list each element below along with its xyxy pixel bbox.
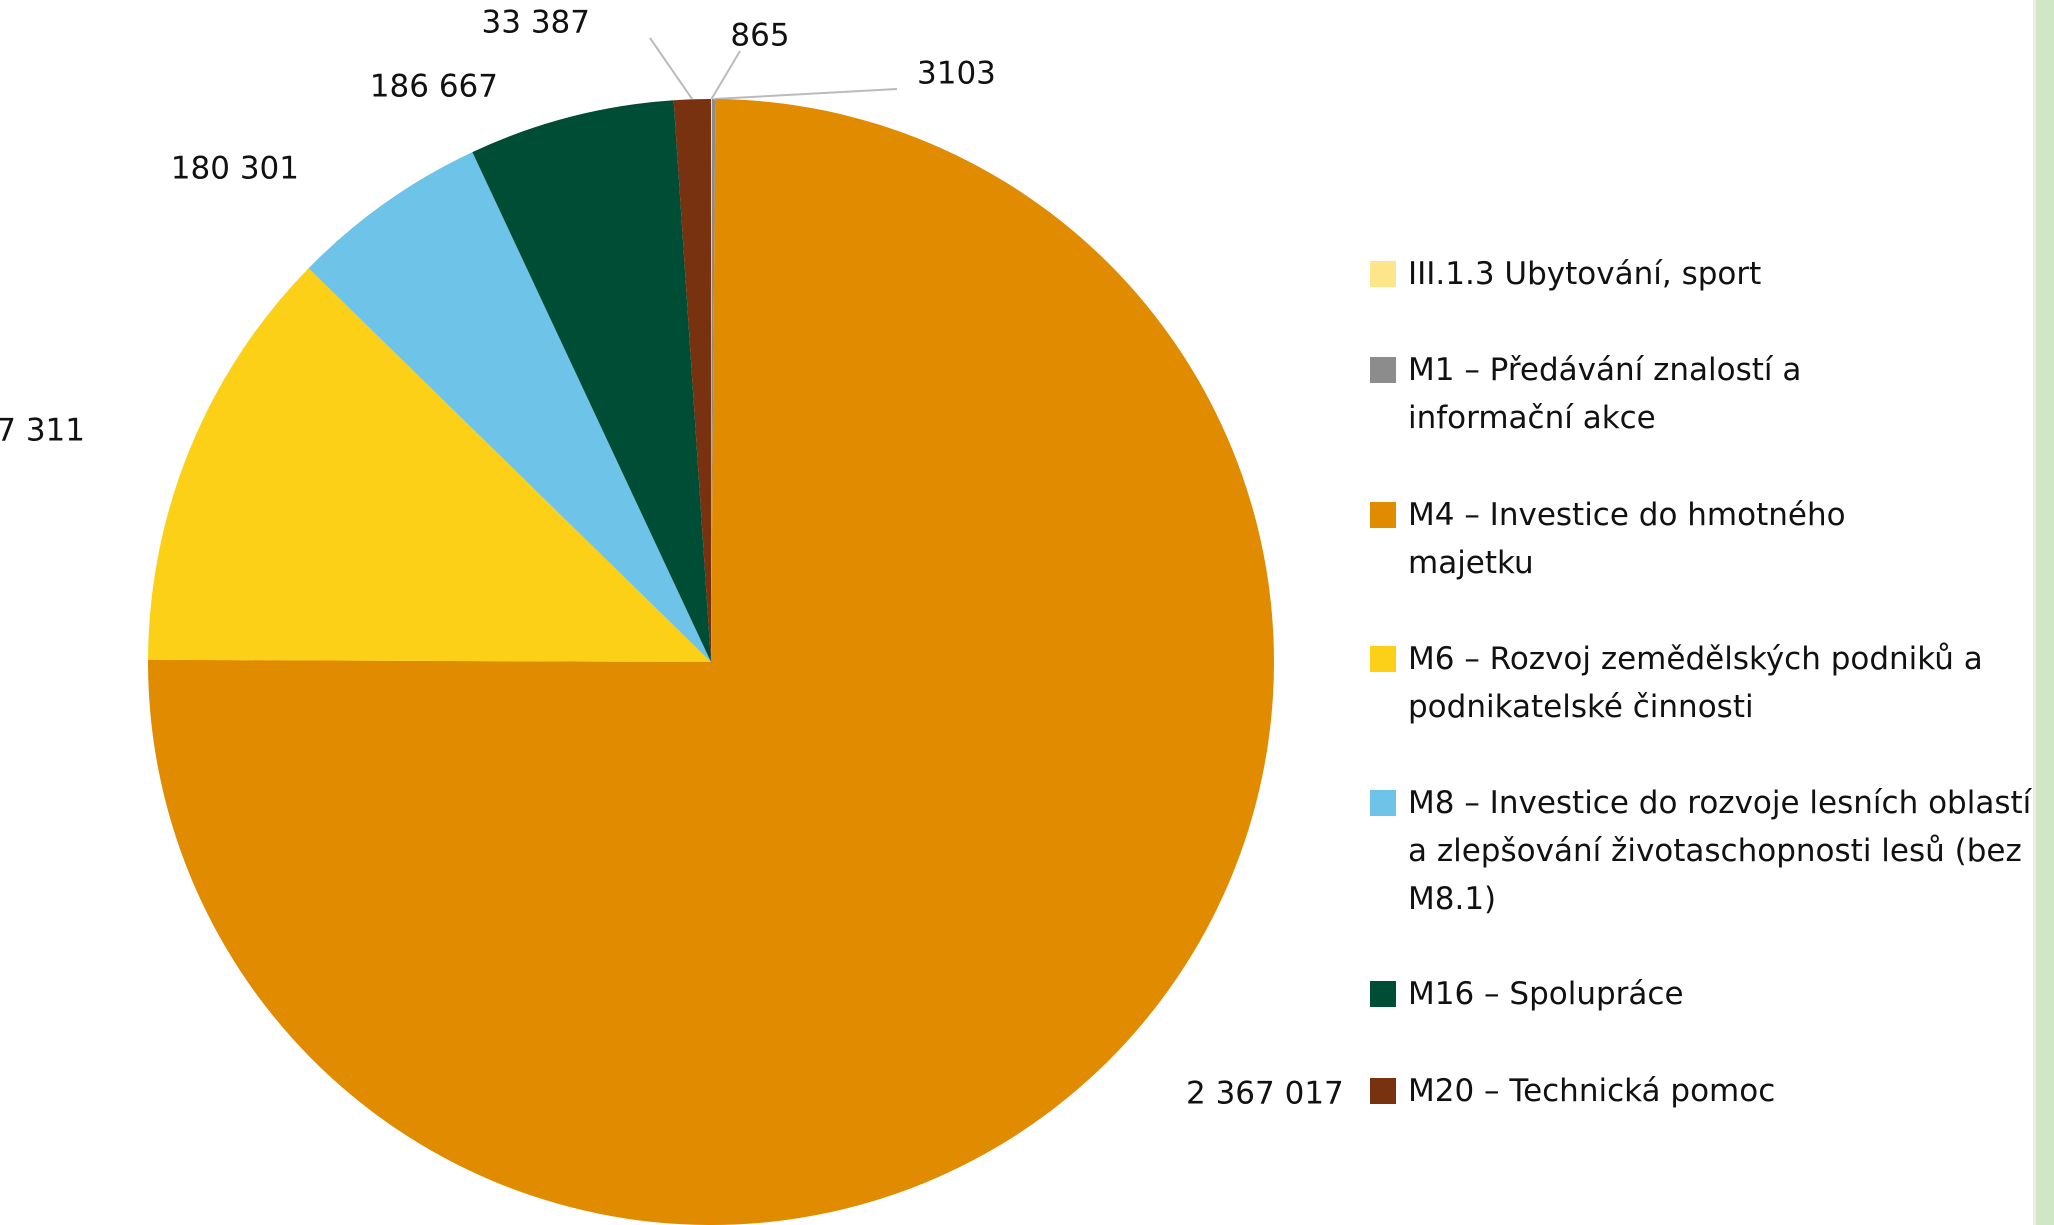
leader-line	[713, 88, 898, 101]
legend-swatch	[1370, 261, 1396, 287]
legend-item: III.1.3 Ubytování, sport	[1370, 250, 2028, 298]
legend-swatch	[1370, 1078, 1396, 1104]
legend-label: M6 – Rozvoj zemědělských podniků a podni…	[1408, 641, 1983, 725]
legend-label: M16 – Spolupráce	[1408, 976, 1684, 1012]
border-strip	[2033, 0, 2054, 1225]
legend-swatch	[1370, 502, 1396, 528]
leader-line	[649, 37, 694, 100]
pie-slice	[711, 99, 712, 662]
pie-slice	[308, 152, 711, 662]
data-label: 180 301	[171, 151, 299, 187]
pie-slice	[673, 99, 711, 662]
legend-item: M4 – Investice do hmotného majetku	[1370, 491, 1928, 587]
legend-item: M16 – Spolupráce	[1370, 970, 2028, 1018]
pie-slice	[472, 100, 711, 663]
data-label: 186 667	[370, 69, 498, 105]
legend-label: M4 – Investice do hmotného majetku	[1408, 497, 1846, 581]
legend-item: M1 – Předávání znalostí a informační akc…	[1370, 346, 1838, 442]
pie-slice	[711, 99, 716, 662]
legend-item: M6 – Rozvoj zemědělských podniků a podni…	[1370, 635, 2048, 731]
legend-item: M20 – Technická pomoc	[1370, 1067, 2028, 1115]
data-label: 2 367 017	[1186, 1076, 1344, 1112]
legend-swatch	[1370, 790, 1396, 816]
legend-label: M8 – Investice do rozvoje lesních oblast…	[1408, 785, 2032, 917]
legend-item: M8 – Investice do rozvoje lesních oblast…	[1370, 779, 2048, 923]
legend-swatch	[1370, 357, 1396, 383]
legend-swatch	[1370, 646, 1396, 672]
leader-line	[710, 50, 741, 100]
legend-label: M1 – Předávání znalostí a informační akc…	[1408, 352, 1802, 436]
data-label: 33 387	[482, 5, 590, 41]
data-label: 3103	[917, 56, 996, 92]
legend-swatch	[1370, 981, 1396, 1007]
data-label: 865	[730, 18, 789, 54]
data-label: 387 311	[0, 413, 85, 449]
pie-slice	[147, 99, 1274, 1225]
legend-label: III.1.3 Ubytování, sport	[1408, 256, 1762, 292]
legend-label: M20 – Technická pomoc	[1408, 1073, 1776, 1109]
pie-slice	[148, 268, 711, 662]
